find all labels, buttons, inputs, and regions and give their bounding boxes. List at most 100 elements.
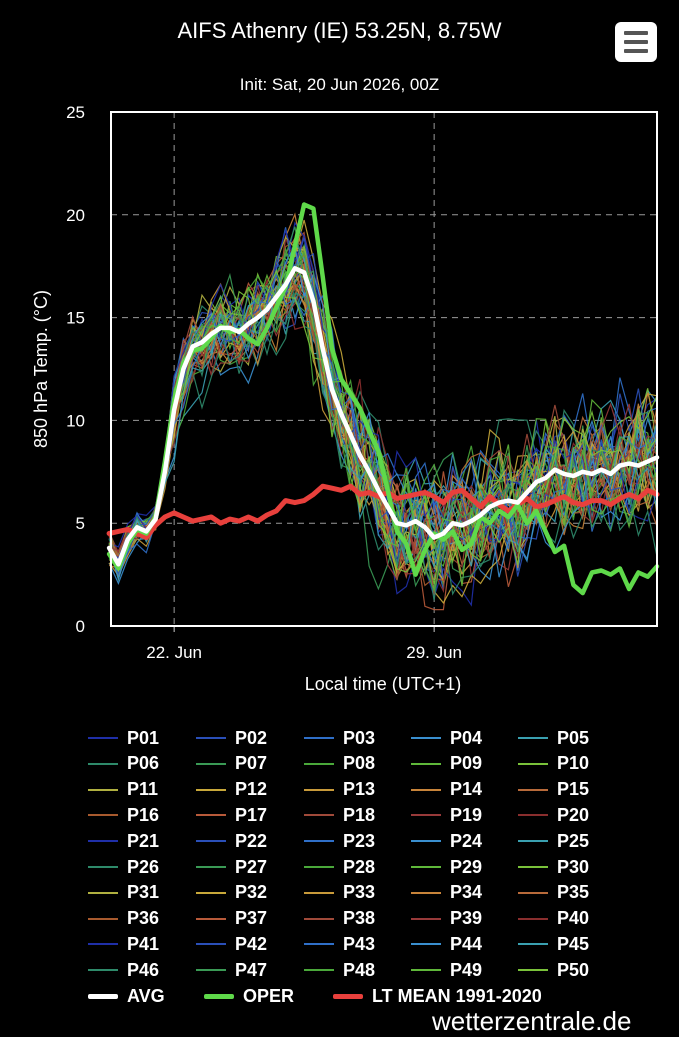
legend-item-p43[interactable]: P43 xyxy=(304,932,375,956)
legend-swatch xyxy=(411,840,441,843)
legend-swatch xyxy=(88,788,118,791)
legend-item-p24[interactable]: P24 xyxy=(411,829,482,853)
legend-label: P21 xyxy=(127,830,160,851)
legend-item-p17[interactable]: P17 xyxy=(196,803,267,827)
legend-item-p40[interactable]: P40 xyxy=(518,907,589,931)
legend-item-p07[interactable]: P07 xyxy=(196,752,267,776)
legend-label: P02 xyxy=(235,727,268,748)
legend-item-p05[interactable]: P05 xyxy=(518,726,589,750)
y-tick-label: 5 xyxy=(76,514,85,533)
legend-item-p14[interactable]: P14 xyxy=(411,778,482,802)
legend-item-p49[interactable]: P49 xyxy=(411,958,482,982)
legend-label: P39 xyxy=(450,908,483,929)
legend-item-avg[interactable]: AVG xyxy=(88,984,165,1008)
legend-swatch xyxy=(196,814,226,817)
y-tick-label: 20 xyxy=(66,206,85,225)
legend-item-p23[interactable]: P23 xyxy=(304,829,375,853)
legend-swatch xyxy=(88,814,118,817)
legend-item-p39[interactable]: P39 xyxy=(411,907,482,931)
legend-swatch xyxy=(333,993,363,999)
legend-item-p08[interactable]: P08 xyxy=(304,752,375,776)
legend-swatch xyxy=(88,993,118,999)
legend-item-p21[interactable]: P21 xyxy=(88,829,159,853)
legend-swatch xyxy=(518,737,548,739)
legend-item-p42[interactable]: P42 xyxy=(196,932,267,956)
legend-item-p47[interactable]: P47 xyxy=(196,958,267,982)
legend-swatch xyxy=(411,866,441,868)
legend-label: P44 xyxy=(450,933,483,954)
legend-swatch xyxy=(304,762,334,765)
legend-swatch xyxy=(88,891,118,894)
legend-swatch xyxy=(196,840,226,843)
legend-label: P04 xyxy=(450,727,483,748)
legend-item-p06[interactable]: P06 xyxy=(88,752,159,776)
legend-label: P24 xyxy=(450,830,483,851)
legend-item-p20[interactable]: P20 xyxy=(518,803,589,827)
legend-item-p36[interactable]: P36 xyxy=(88,907,159,931)
legend-swatch xyxy=(304,866,334,868)
legend-swatch xyxy=(518,840,548,843)
chart-subtitle: Init: Sat, 20 Jun 2026, 00Z xyxy=(239,75,440,94)
legend-item-p29[interactable]: P29 xyxy=(411,855,482,879)
legend-item-p31[interactable]: P31 xyxy=(88,881,159,905)
legend-item-p44[interactable]: P44 xyxy=(411,932,482,956)
legend-item-p35[interactable]: P35 xyxy=(518,881,589,905)
legend-label: P10 xyxy=(557,753,590,774)
legend-item-p12[interactable]: P12 xyxy=(196,778,267,802)
y-tick-label: 0 xyxy=(76,617,85,636)
legend-item-p04[interactable]: P04 xyxy=(411,726,482,750)
legend-label: P22 xyxy=(235,830,268,851)
x-tick-label: 22. Jun xyxy=(146,643,202,662)
legend-item-p45[interactable]: P45 xyxy=(518,932,589,956)
legend-swatch xyxy=(196,788,226,791)
legend-item-p22[interactable]: P22 xyxy=(196,829,267,853)
legend-item-p30[interactable]: P30 xyxy=(518,855,589,879)
legend-item-p28[interactable]: P28 xyxy=(304,855,375,879)
legend-item-p01[interactable]: P01 xyxy=(88,726,159,750)
legend-label: P29 xyxy=(450,856,483,877)
legend-item-p38[interactable]: P38 xyxy=(304,907,375,931)
legend-item-p34[interactable]: P34 xyxy=(411,881,482,905)
legend-item-p41[interactable]: P41 xyxy=(88,932,159,956)
legend-item-p32[interactable]: P32 xyxy=(196,881,267,905)
legend-swatch xyxy=(196,969,226,972)
legend-item-p02[interactable]: P02 xyxy=(196,726,267,750)
legend-item-p25[interactable]: P25 xyxy=(518,829,589,853)
legend-label: P09 xyxy=(450,753,483,774)
legend-swatch xyxy=(88,737,118,739)
legend-item-p11[interactable]: P11 xyxy=(88,778,158,802)
legend-item-p03[interactable]: P03 xyxy=(304,726,375,750)
legend-item-p09[interactable]: P09 xyxy=(411,752,482,776)
legend-item-p18[interactable]: P18 xyxy=(304,803,375,827)
legend-item-p10[interactable]: P10 xyxy=(518,752,589,776)
legend-item-p15[interactable]: P15 xyxy=(518,778,589,802)
legend-swatch xyxy=(411,891,441,894)
legend-item-p13[interactable]: P13 xyxy=(304,778,375,802)
legend-label: P26 xyxy=(127,856,160,877)
legend-swatch xyxy=(304,891,334,894)
legend-item-p16[interactable]: P16 xyxy=(88,803,159,827)
legend-label: P47 xyxy=(235,959,268,980)
legend-swatch xyxy=(518,917,548,920)
legend-item-p46[interactable]: P46 xyxy=(88,958,159,982)
legend-item-p27[interactable]: P27 xyxy=(196,855,267,879)
legend-item-p33[interactable]: P33 xyxy=(304,881,375,905)
legend-item-p37[interactable]: P37 xyxy=(196,907,267,931)
x-axis-label: Local time (UTC+1) xyxy=(305,674,462,694)
legend-label: P23 xyxy=(343,830,376,851)
series-line-p35 xyxy=(108,251,658,564)
hamburger-menu-icon[interactable] xyxy=(615,22,657,62)
legend-item-p48[interactable]: P48 xyxy=(304,958,375,982)
legend-item-p50[interactable]: P50 xyxy=(518,958,589,982)
legend-item-lt-mean[interactable]: LT MEAN 1991-2020 xyxy=(333,984,542,1008)
legend-swatch xyxy=(196,762,226,765)
legend-swatch xyxy=(304,840,334,843)
legend-item-p19[interactable]: P19 xyxy=(411,803,482,827)
legend-label: P40 xyxy=(557,908,590,929)
legend-item-oper[interactable]: OPER xyxy=(204,984,294,1008)
legend-item-p26[interactable]: P26 xyxy=(88,855,159,879)
legend-swatch xyxy=(88,969,118,972)
legend-swatch xyxy=(196,737,226,739)
legend-label: P28 xyxy=(343,856,376,877)
legend-label: P13 xyxy=(343,779,376,800)
